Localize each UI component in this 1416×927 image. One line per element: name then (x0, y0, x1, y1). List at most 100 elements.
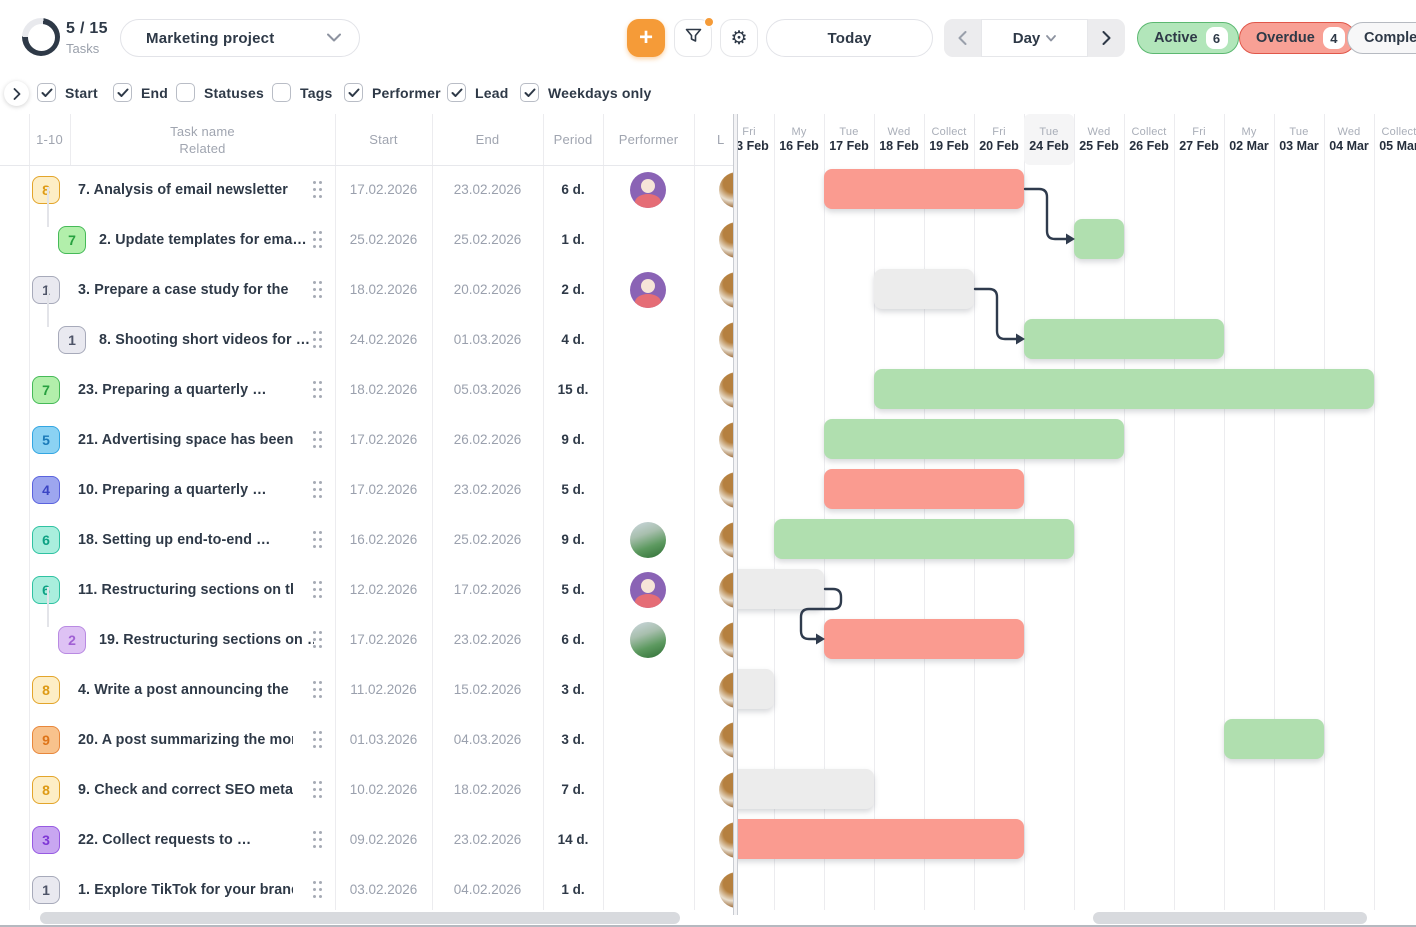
drag-handle-icon[interactable] (306, 829, 330, 851)
table-row[interactable]: 8 4. Write a post announcing the … 11.02.2… (0, 665, 734, 715)
checkbox-checked[interactable] (520, 83, 539, 102)
task-badge[interactable]: 1 (58, 326, 86, 354)
gantt-bar-green[interactable] (824, 419, 1124, 459)
table-row[interactable]: 1 1. Explore TikTok for your brand 03.02.2… (0, 865, 734, 915)
task-badge[interactable]: 3 (32, 826, 60, 854)
task-name[interactable]: 3. Prepare a case study for the … (78, 282, 293, 298)
task-badge[interactable]: 6 (32, 526, 60, 554)
gantt-bar-green[interactable] (1224, 719, 1324, 759)
task-badge[interactable]: 2 (58, 626, 86, 654)
toggle-performer[interactable]: Performer (344, 83, 441, 102)
zoom-level-select[interactable]: Day (981, 19, 1088, 57)
task-badge[interactable]: 6 (32, 576, 60, 604)
checkbox-checked[interactable] (344, 83, 363, 102)
drag-handle-icon[interactable] (306, 629, 330, 651)
checkbox-checked[interactable] (113, 83, 132, 102)
gantt-bar-red[interactable] (738, 819, 1024, 859)
task-name[interactable]: 23. Preparing a quarterly … (78, 382, 267, 398)
checkbox-unchecked[interactable] (272, 83, 291, 102)
pane-splitter[interactable] (733, 114, 738, 915)
task-name[interactable]: 11. Restructuring sections on the … (78, 582, 293, 598)
add-task-button[interactable]: + (627, 19, 665, 57)
gantt-bar-gray[interactable] (874, 269, 974, 309)
table-row[interactable]: 6 11. Restructuring sections on the … 12.0… (0, 565, 734, 615)
task-name[interactable]: 1. Explore TikTok for your brand (78, 882, 293, 898)
task-badge[interactable]: 9 (32, 726, 60, 754)
checkbox-checked[interactable] (37, 83, 56, 102)
task-name[interactable]: 10. Preparing a quarterly … (78, 482, 267, 498)
status-pill-overdue[interactable]: Overdue 4 (1239, 22, 1356, 54)
table-hscrollbar-thumb[interactable] (40, 912, 680, 924)
table-row[interactable]: 5 21. Advertising space has been … 17.02.2… (0, 415, 734, 465)
task-badge[interactable]: 8 (32, 176, 60, 204)
drag-handle-icon[interactable] (306, 529, 330, 551)
task-badge[interactable]: 1 (32, 876, 60, 904)
table-row[interactable]: 8 9. Check and correct SEO meta … 10.02.20… (0, 765, 734, 815)
task-name[interactable]: 4. Write a post announcing the … (78, 682, 293, 698)
project-select[interactable]: Marketing project (120, 19, 360, 57)
drag-handle-icon[interactable] (306, 379, 330, 401)
table-row[interactable]: 8 7. Analysis of email newsletter … 17.02.… (0, 165, 734, 215)
drag-handle-icon[interactable] (306, 329, 330, 351)
task-badge[interactable]: 8 (32, 676, 60, 704)
task-name[interactable]: 18. Setting up end-to-end … (78, 532, 271, 548)
table-row[interactable]: 1 3. Prepare a case study for the … 18.02.… (0, 265, 734, 315)
task-badge[interactable]: 7 (58, 226, 86, 254)
table-row[interactable]: 4 10. Preparing a quarterly … 17.02.2026 23… (0, 465, 734, 515)
status-pill-active[interactable]: Active 6 (1137, 22, 1239, 54)
filter-button[interactable] (674, 17, 714, 57)
gantt-bar-green[interactable] (874, 369, 1374, 409)
task-badge[interactable]: 8 (32, 776, 60, 804)
status-pill-completed[interactable]: Comple (1347, 22, 1416, 54)
table-row[interactable]: 7 2. Update templates for ema… 25.02.2026 2… (0, 215, 734, 265)
today-button[interactable]: Today (766, 19, 933, 57)
task-name[interactable]: 7. Analysis of email newsletter … (78, 182, 293, 198)
task-name[interactable]: 8. Shooting short videos for … (99, 332, 311, 348)
task-badge[interactable]: 7 (32, 376, 60, 404)
toggle-statuses[interactable]: Statuses (176, 83, 264, 102)
gantt-bar-gray[interactable] (738, 769, 874, 809)
settings-button[interactable]: ⚙ (720, 19, 758, 57)
gantt-bar-gray[interactable] (738, 569, 824, 609)
drag-handle-icon[interactable] (306, 279, 330, 301)
checkbox-checked[interactable] (447, 83, 466, 102)
gantt-bar-red[interactable] (824, 169, 1024, 209)
toggle-start[interactable]: Start (37, 83, 98, 102)
task-name[interactable]: 2. Update templates for ema… (99, 232, 307, 248)
drag-handle-icon[interactable] (306, 429, 330, 451)
task-name[interactable]: 19. Restructuring sections on … (99, 632, 314, 648)
table-row[interactable]: 3 22. Collect requests to … 09.02.2026 23.0… (0, 815, 734, 865)
table-row[interactable]: 7 23. Preparing a quarterly … 18.02.2026 05… (0, 365, 734, 415)
task-badge[interactable]: 5 (32, 426, 60, 454)
drag-handle-icon[interactable] (306, 729, 330, 751)
task-name[interactable]: 21. Advertising space has been … (78, 432, 293, 448)
table-row[interactable]: 6 18. Setting up end-to-end … 16.02.2026 25… (0, 515, 734, 565)
toggle-weekdays-only[interactable]: Weekdays only (520, 83, 652, 102)
task-name[interactable]: 9. Check and correct SEO meta … (78, 782, 293, 798)
drag-handle-icon[interactable] (306, 179, 330, 201)
drag-handle-icon[interactable] (306, 679, 330, 701)
checkbox-unchecked[interactable] (176, 83, 195, 102)
table-row[interactable]: 1 8. Shooting short videos for … 24.02.202… (0, 315, 734, 365)
task-name[interactable]: 20. A post summarizing the mont… (78, 732, 293, 748)
toggle-tags[interactable]: Tags (272, 83, 332, 102)
next-period-button[interactable] (1088, 19, 1125, 57)
gantt-bar-red[interactable] (824, 619, 1024, 659)
prev-period-button[interactable] (944, 19, 981, 57)
toggle-end[interactable]: End (113, 83, 168, 102)
table-row[interactable]: 2 19. Restructuring sections on … 17.02.20… (0, 615, 734, 665)
table-row[interactable]: 9 20. A post summarizing the mont… 01.03.2… (0, 715, 734, 765)
gantt-bar-red[interactable] (824, 469, 1024, 509)
task-name[interactable]: 22. Collect requests to … (78, 832, 252, 848)
gantt-bar-gray[interactable] (738, 669, 774, 709)
drag-handle-icon[interactable] (306, 879, 330, 901)
gantt-hscrollbar-thumb[interactable] (1093, 912, 1367, 924)
expand-sidebar-button[interactable] (4, 81, 29, 106)
task-badge[interactable]: 4 (32, 476, 60, 504)
drag-handle-icon[interactable] (306, 779, 330, 801)
drag-handle-icon[interactable] (306, 229, 330, 251)
task-badge[interactable]: 1 (32, 276, 60, 304)
drag-handle-icon[interactable] (306, 479, 330, 501)
gantt-bar-green[interactable] (1024, 319, 1224, 359)
drag-handle-icon[interactable] (306, 579, 330, 601)
